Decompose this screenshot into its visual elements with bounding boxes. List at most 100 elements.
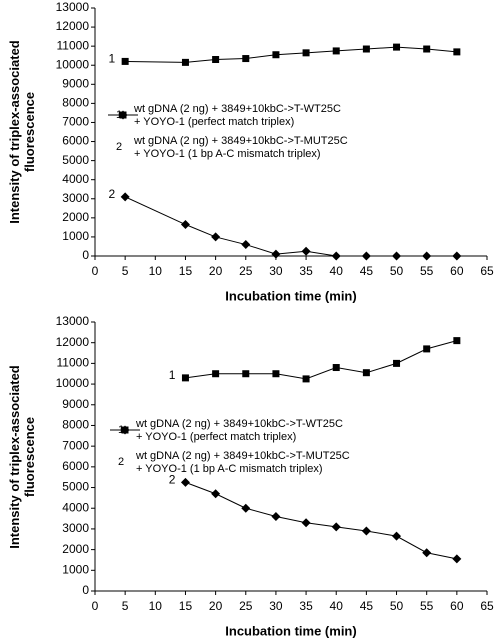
x-tick-label: 10: [149, 264, 163, 278]
marker: [242, 55, 250, 63]
marker: [422, 548, 432, 558]
y-tick-label: 6000: [62, 459, 89, 473]
y-tick-label: 7000: [62, 115, 89, 129]
y-tick-label: 4000: [62, 500, 89, 514]
x-tick-label: 0: [92, 264, 99, 278]
x-tick-label: 40: [330, 264, 344, 278]
legend-item: 1wt gDNA (2 ng) + 3849+10kbC->T-WT25C + …: [110, 418, 350, 444]
x-tick-label: 45: [360, 599, 374, 613]
marker: [121, 57, 129, 65]
series-line: [185, 340, 457, 380]
y-tick-label: 2000: [62, 542, 89, 556]
y-tick-label: 8000: [62, 418, 89, 432]
x-tick-label: 5: [122, 264, 129, 278]
series-line: [124, 196, 457, 257]
x-tick-label: 15: [179, 264, 193, 278]
y-tick-label: 11000: [57, 356, 90, 370]
marker: [212, 56, 220, 64]
marker: [361, 526, 371, 536]
marker: [331, 522, 341, 532]
x-tick-label: 60: [450, 599, 464, 613]
x-tick-label: 65: [480, 264, 494, 278]
x-tick-label: 25: [239, 264, 253, 278]
marker: [301, 518, 311, 528]
y-tick-label: 1000: [62, 562, 89, 576]
y-tick-label: 8000: [62, 96, 89, 110]
marker: [332, 364, 340, 372]
y-tick-label: 5000: [62, 153, 89, 167]
marker: [452, 554, 462, 564]
series-line: [185, 481, 457, 560]
legend-key: [108, 110, 138, 120]
marker: [211, 489, 221, 499]
y-tick-label: 3000: [62, 521, 89, 535]
marker: [271, 512, 281, 522]
series-line: [125, 46, 457, 63]
y-axis-title: Intensity of triplex-associated fluoresc…: [7, 40, 37, 224]
marker: [423, 45, 431, 53]
y-tick-label: 9000: [62, 76, 89, 90]
y-tick-label: 5000: [62, 480, 89, 494]
marker: [180, 477, 190, 487]
marker: [362, 45, 370, 53]
series-label: 1: [169, 368, 176, 382]
marker: [453, 48, 461, 56]
marker: [452, 251, 462, 261]
y-tick-label: 0: [82, 583, 89, 597]
marker: [181, 374, 189, 382]
marker: [392, 531, 402, 541]
marker: [241, 503, 251, 513]
x-tick-label: 35: [299, 264, 313, 278]
marker: [118, 110, 128, 120]
marker: [331, 251, 341, 261]
y-tick-label: 2000: [62, 210, 89, 224]
x-tick-label: 55: [420, 599, 434, 613]
legend-item: 2 wt gDNA (2 ng) + 3849+10kbC->T-MUT25C +…: [110, 425, 350, 476]
x-tick-label: 35: [299, 599, 313, 613]
x-axis-title: Incubation time (min): [225, 623, 356, 638]
y-tick-label: 1000: [62, 229, 89, 243]
x-tick-label: 0: [92, 599, 99, 613]
marker: [332, 47, 340, 55]
y-tick-label: 12000: [56, 19, 90, 33]
y-tick-label: 0: [82, 248, 89, 262]
marker: [302, 375, 310, 383]
y-tick-label: 10000: [56, 57, 90, 71]
legend: 1wt gDNA (2 ng) + 3849+10kbC->T-WT25C + …: [110, 418, 350, 482]
marker: [361, 251, 371, 261]
x-tick-label: 30: [269, 599, 283, 613]
x-tick-label: 40: [330, 599, 344, 613]
marker: [120, 425, 130, 435]
marker: [422, 251, 432, 261]
x-tick-label: 65: [480, 599, 494, 613]
marker: [301, 246, 311, 256]
marker: [393, 43, 401, 51]
y-tick-label: 12000: [56, 335, 90, 349]
y-tick-label: 3000: [62, 191, 89, 205]
y-tick-label: 7000: [62, 438, 89, 452]
legend-label: wt gDNA (2 ng) + 3849+10kbC->T-MUT25C + …: [134, 135, 348, 160]
y-axis-title: Intensity of triplex-associated fluoresc…: [7, 364, 37, 549]
x-tick-label: 25: [239, 599, 253, 613]
x-tick-label: 10: [149, 599, 163, 613]
y-tick-label: 10000: [56, 376, 90, 390]
marker: [302, 49, 310, 57]
legend-number: 2: [117, 456, 125, 468]
x-tick-label: 30: [269, 264, 283, 278]
marker: [181, 58, 189, 66]
legend-key: [110, 425, 140, 435]
y-tick-label: 11000: [57, 38, 90, 52]
x-tick-label: 50: [390, 599, 404, 613]
x-tick-label: 60: [450, 264, 464, 278]
series-label: 2: [169, 473, 176, 487]
legend-label: wt gDNA (2 ng) + 3849+10kbC->T-WT25C + Y…: [136, 418, 343, 443]
marker: [120, 192, 130, 202]
marker: [393, 359, 401, 367]
marker: [272, 370, 280, 378]
legend-item: 1wt gDNA (2 ng) + 3849+10kbC->T-WT25C + …: [108, 103, 348, 129]
marker: [242, 370, 250, 378]
legend: 1wt gDNA (2 ng) + 3849+10kbC->T-WT25C + …: [108, 103, 348, 167]
x-tick-label: 45: [360, 264, 374, 278]
